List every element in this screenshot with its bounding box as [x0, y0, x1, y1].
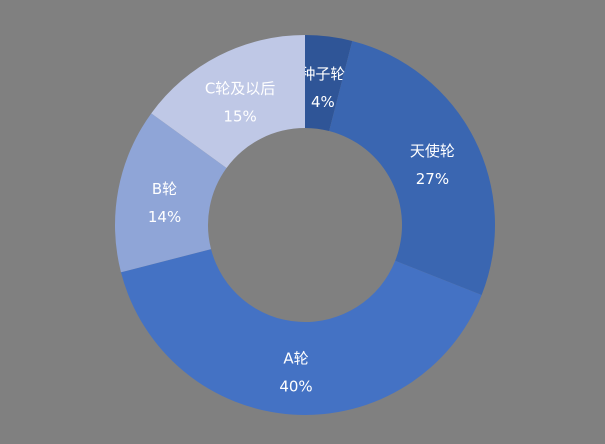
slice-category-label: A轮 [283, 350, 308, 368]
slice-percent-label: 4% [311, 93, 335, 111]
slice-category-label: B轮 [152, 180, 177, 198]
slice-category-label: C轮及以后 [205, 80, 275, 98]
slice-1 [329, 40, 495, 295]
slice-percent-label: 27% [416, 170, 449, 188]
slice-0 [305, 35, 353, 132]
slice-category-label: 天使轮 [410, 142, 455, 160]
slice-4 [151, 35, 305, 168]
slice-percent-label: 14% [148, 208, 181, 226]
slice-3 [115, 113, 227, 273]
slice-percent-label: 15% [223, 108, 256, 126]
slice-category-label: 种子轮 [300, 65, 345, 83]
slice-2 [120, 249, 482, 415]
slice-percent-label: 40% [279, 378, 312, 396]
